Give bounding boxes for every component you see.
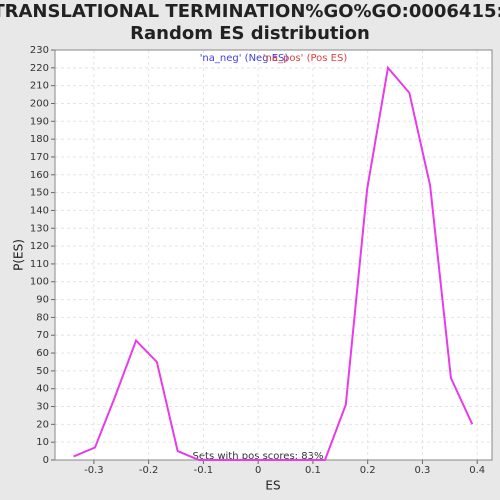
series-line — [73, 65, 474, 461]
y-tick-label: 150 — [30, 188, 49, 199]
y-tick-label: 130 — [30, 223, 49, 234]
y-tick-label: 110 — [30, 259, 49, 270]
y-tick-label: 180 — [30, 134, 49, 145]
x-tick-label: 0.2 — [360, 465, 376, 476]
y-tick-label: 10 — [36, 437, 49, 448]
x-tick-label: -0.2 — [139, 465, 159, 476]
y-tick-label: 50 — [36, 366, 49, 377]
y-tick-label: 30 — [36, 402, 49, 413]
x-tick-label: 0 — [255, 465, 261, 476]
chart-title: TRANSLATIONAL TERMINATION%GO%GO:0006415: — [0, 1, 500, 22]
y-tick-label: 190 — [30, 116, 49, 127]
legend-entry: 'na_neg' (Neg ES) — [200, 53, 289, 64]
x-tick-label: -0.3 — [84, 465, 104, 476]
y-tick-label: 20 — [36, 419, 49, 430]
y-tick-label: 40 — [36, 384, 49, 395]
y-tick-label: 210 — [30, 81, 49, 92]
annotation: Sets with pos scores: 83% — [193, 451, 324, 462]
y-tick-label: 60 — [36, 348, 49, 359]
y-tick-label: 170 — [30, 152, 49, 163]
y-tick-label: 220 — [30, 63, 49, 74]
y-tick-label: 0 — [43, 455, 49, 466]
y-tick-label: 160 — [30, 170, 49, 181]
y-tick-label: 90 — [36, 295, 49, 306]
x-tick-label: 0.3 — [414, 465, 430, 476]
y-tick-label: 140 — [30, 205, 49, 216]
y-tick-label: 100 — [30, 277, 49, 288]
legend-entry: 'na_pos' (Pos ES) — [263, 53, 348, 64]
x-tick-label: 0.1 — [305, 465, 321, 476]
x-axis-label: ES — [265, 479, 280, 493]
plot-area — [55, 50, 492, 460]
y-tick-label: 70 — [36, 330, 49, 341]
chart-subtitle: Random ES distribution — [130, 23, 370, 44]
y-axis-label: P(ES) — [12, 239, 26, 271]
x-tick-label: 0.4 — [469, 465, 485, 476]
y-tick-label: 230 — [30, 45, 49, 56]
x-tick-label: -0.1 — [194, 465, 214, 476]
y-tick-label: 200 — [30, 98, 49, 109]
y-tick-label: 80 — [36, 312, 49, 323]
y-tick-label: 120 — [30, 241, 49, 252]
